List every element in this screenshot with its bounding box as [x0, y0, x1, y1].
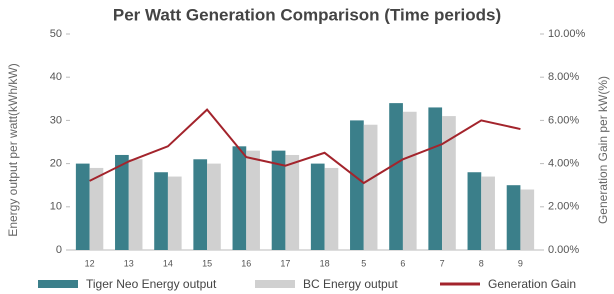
bar [468, 172, 482, 250]
bar [233, 146, 247, 250]
bar [154, 172, 168, 250]
y-tick-label: 50 [50, 28, 62, 40]
bar [246, 151, 260, 250]
x-tick-label: 9 [518, 258, 523, 268]
x-tick-label: 6 [400, 258, 405, 268]
x-tick-label: 18 [320, 258, 330, 268]
x-tick-label: 17 [280, 258, 290, 268]
x-tick-label: 15 [202, 258, 212, 268]
x-tick-label: 12 [85, 258, 95, 268]
bar [481, 177, 495, 250]
bar [389, 103, 403, 250]
y-tick-label: 40 [50, 71, 62, 83]
bar [76, 164, 90, 250]
y2-tick-label: 6.00% [548, 114, 579, 126]
bar [364, 125, 378, 250]
page: Per Watt Generation Comparison (Time per… [0, 0, 614, 294]
legend-label: Tiger Neo Energy output [86, 277, 217, 291]
x-tick-label: 7 [440, 258, 445, 268]
bar [428, 107, 442, 250]
x-tick-label: 14 [163, 258, 173, 268]
legend-label: BC Energy output [303, 277, 398, 291]
y2-tick-label: 8.00% [548, 71, 579, 83]
y2-tick-label: 4.00% [548, 158, 579, 170]
y-tick-label: 20 [50, 158, 62, 170]
bar [207, 164, 221, 250]
y-tick-label: 10 [50, 201, 62, 213]
legend-label: Generation Gain [488, 277, 576, 291]
bar [129, 159, 143, 250]
y2-tick-label: 10.00% [548, 28, 586, 40]
y-tick-label: 30 [50, 114, 62, 126]
bar [403, 112, 417, 250]
bar [115, 155, 129, 250]
bar [350, 120, 364, 250]
bar [507, 185, 521, 250]
bar [311, 164, 325, 250]
x-tick-label: 16 [241, 258, 251, 268]
bar [325, 168, 339, 250]
legend-swatch [255, 280, 295, 288]
y2-tick-label: 0.00% [548, 244, 579, 256]
chart-title: Per Watt Generation Comparison (Time per… [113, 5, 501, 24]
bar [285, 155, 299, 250]
bar [520, 190, 534, 250]
x-tick-label: 8 [479, 258, 484, 268]
y2-tick-label: 2.00% [548, 201, 579, 213]
y-tick-label: 0 [56, 244, 62, 256]
y2-axis-label: Generation Gain per kW(%) [596, 76, 610, 224]
bar [168, 177, 182, 250]
bar [193, 159, 207, 250]
legend-swatch [38, 280, 78, 288]
x-tick-label: 5 [361, 258, 366, 268]
chart: Per Watt Generation Comparison (Time per… [0, 0, 614, 294]
y-axis-label: Energy output per watt(kWh/kW) [6, 63, 20, 236]
x-tick-label: 13 [124, 258, 134, 268]
